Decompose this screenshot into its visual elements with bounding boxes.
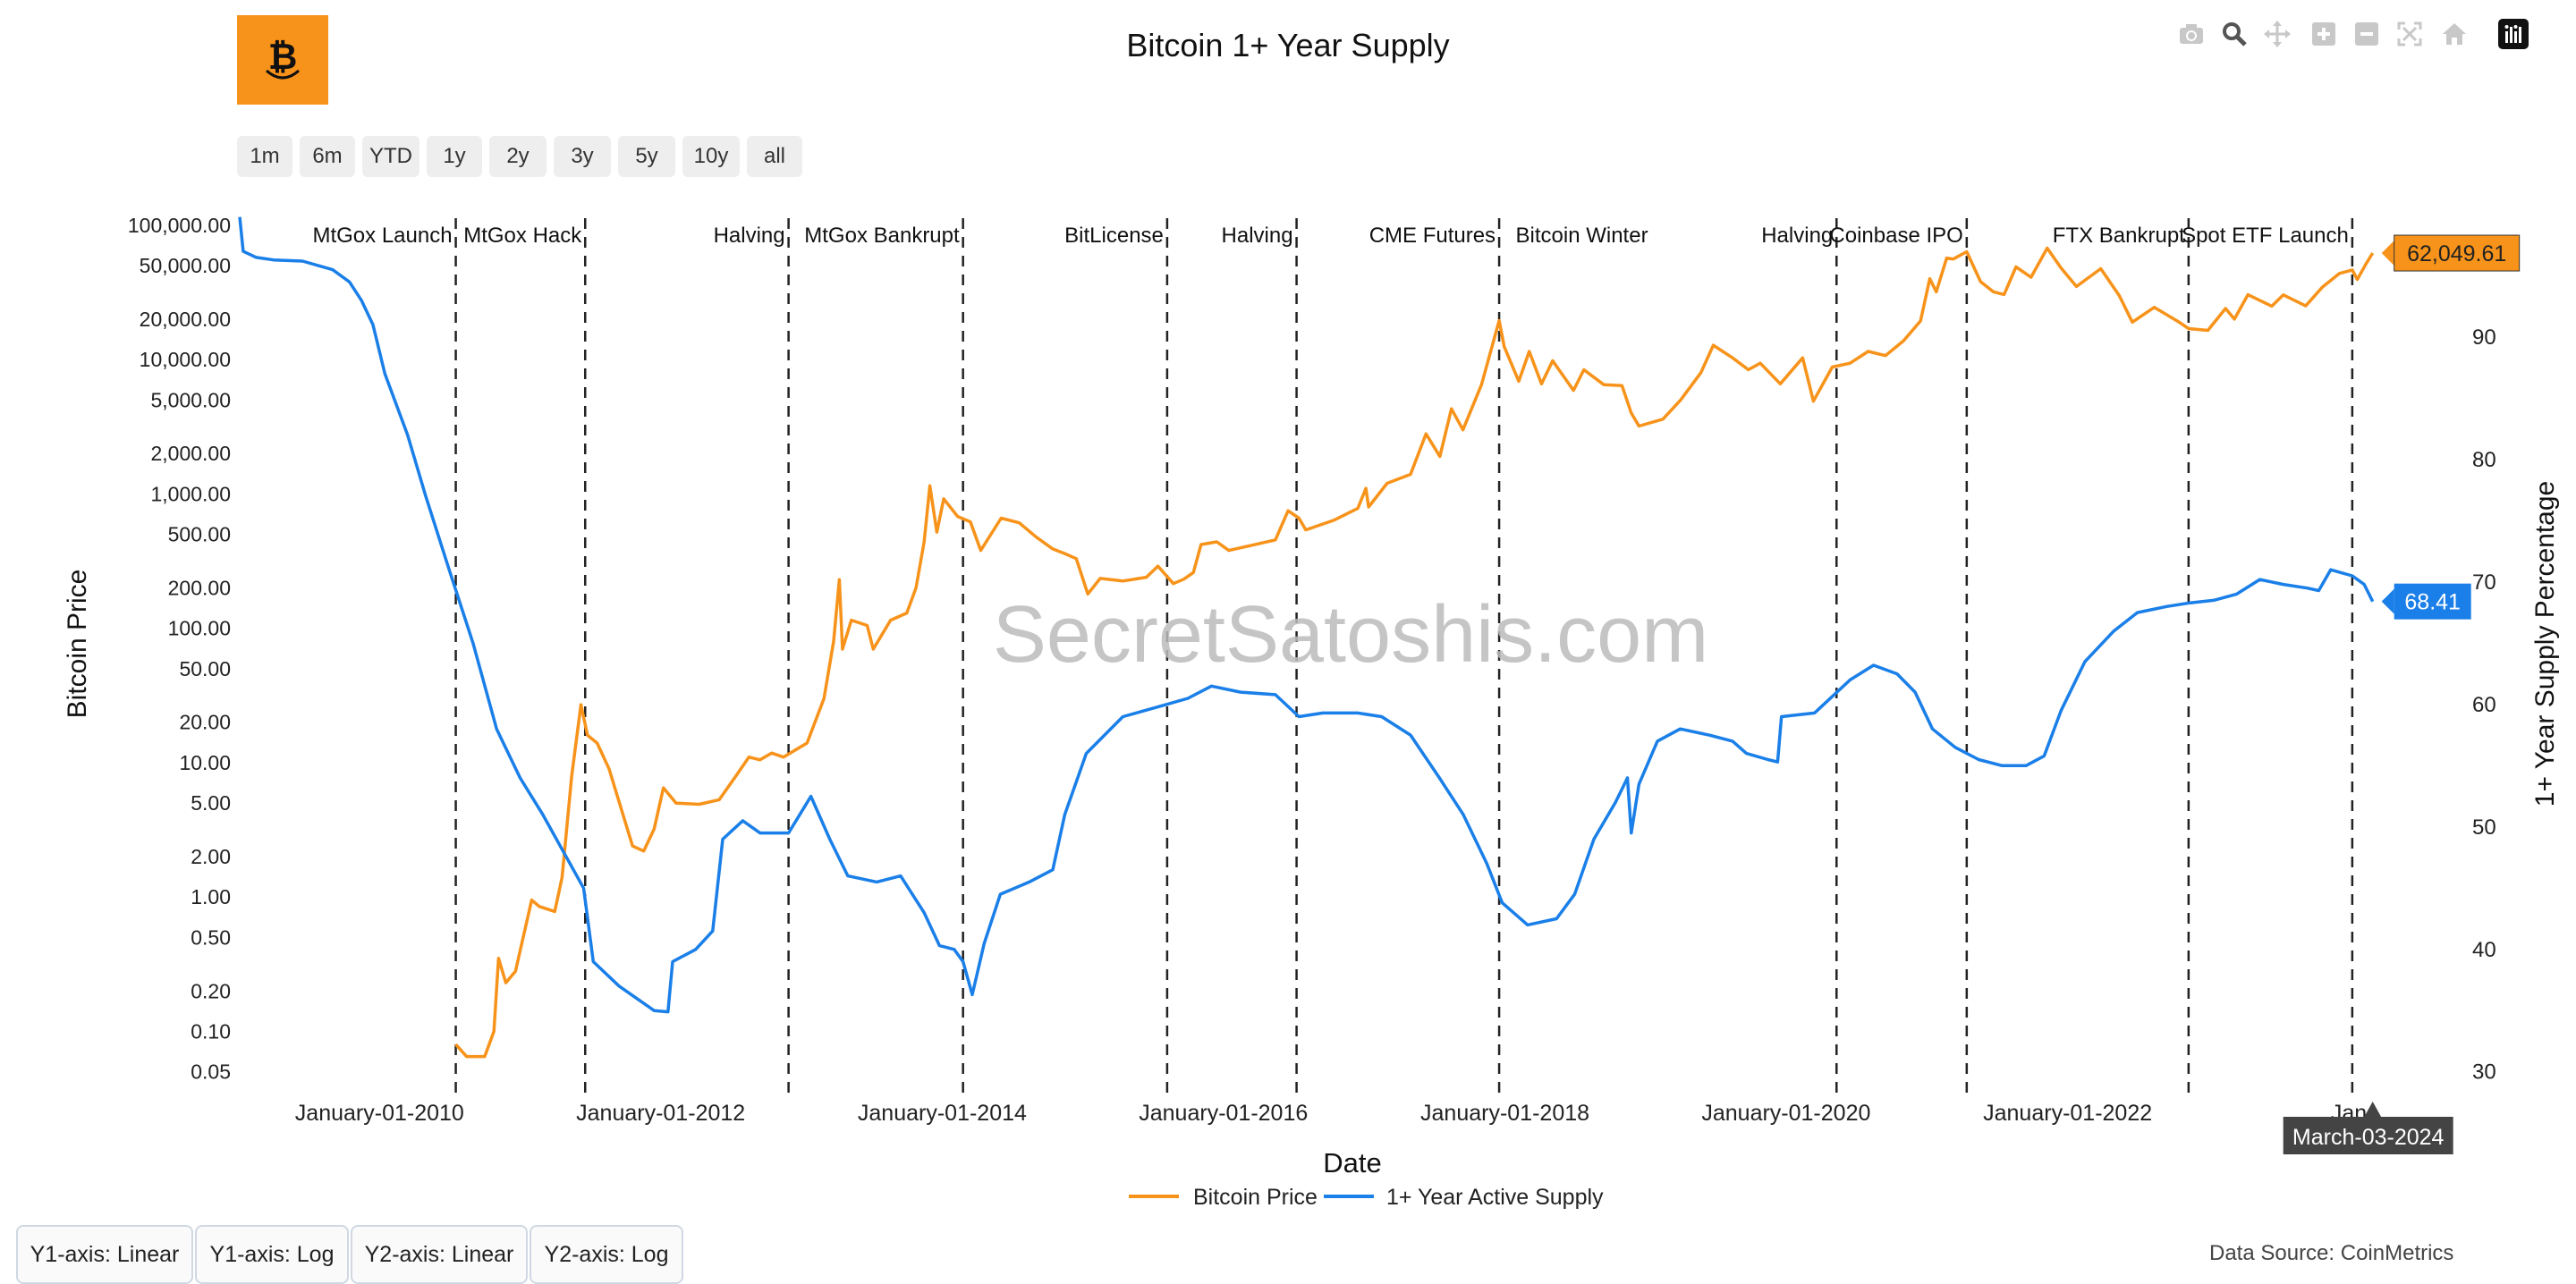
price-hover-pointer	[2381, 241, 2394, 266]
y-tick-label: 5.00	[191, 791, 231, 815]
zoom-out-icon[interactable]	[2349, 16, 2385, 52]
y-tick-label: 1.00	[191, 885, 231, 908]
y2-log-button[interactable]: Y2-axis: Log	[530, 1225, 683, 1284]
y-axis-ticks: 0.05 0.10 0.20 0.50 1.00 2.00 5.00 10.00 20.00 50…	[128, 214, 231, 1084]
y-tick-label: 200.00	[168, 576, 231, 599]
y-tick-label: 20.00	[179, 711, 231, 734]
range-button-5y[interactable]: 5y	[618, 136, 675, 177]
supply-hover-label: 68.41	[2404, 590, 2461, 615]
y-tick-label: 10,000.00	[140, 348, 231, 371]
x-axis-ticks: January-01-2010 January-01-2012 January-01…	[295, 1101, 2367, 1126]
event-label: Halving	[1761, 224, 1833, 248]
event-label: Halving	[1222, 224, 1293, 248]
pan-icon[interactable]	[2259, 16, 2295, 52]
range-button-3y[interactable]: 3y	[554, 136, 611, 177]
y-tick-label: 0.05	[191, 1060, 231, 1084]
y1-linear-button[interactable]: Y1-axis: Linear	[16, 1225, 193, 1284]
date-hover-pointer	[2363, 1102, 2382, 1118]
range-button-2y[interactable]: 2y	[489, 136, 547, 177]
y-tick-label: 20,000.00	[140, 308, 231, 331]
y-tick-label: 0.10	[191, 1019, 231, 1043]
region-label: Bitcoin Winter	[1516, 224, 1648, 248]
supply-line	[238, 216, 2375, 1014]
event-label: MtGox Launch	[312, 224, 452, 248]
y-tick-label: 100.00	[168, 617, 231, 640]
bitcoin-price-line	[454, 246, 2375, 1059]
range-button-ytd[interactable]: YTD	[362, 136, 419, 177]
event-label: BitLicense	[1064, 224, 1164, 248]
y-tick-label: 1,000.00	[150, 482, 231, 505]
x-tick-label: January-01-2014	[858, 1101, 1027, 1126]
x-tick-label: January-01-2022	[1983, 1101, 2152, 1126]
event-label: CME Futures	[1369, 224, 1496, 248]
range-button-1y[interactable]: 1y	[427, 136, 482, 177]
date-hover-label: March-03-2024	[2292, 1125, 2445, 1150]
y-tick-label: 50,000.00	[140, 254, 231, 277]
data-source: Data Source: CoinMetrics	[2209, 1241, 2454, 1265]
event-label: Coinbase IPO	[1829, 224, 1962, 248]
y-tick-label: 500.00	[168, 523, 231, 546]
y2-tick-label: 30	[2472, 1060, 2496, 1085]
range-button-6m[interactable]: 6m	[300, 136, 355, 177]
y2-axis-title: 1+ Year Supply Percentage	[2530, 481, 2560, 807]
y-axis-title: Bitcoin Price	[63, 570, 92, 719]
y2-tick-label: 90	[2472, 325, 2496, 350]
range-button-10y[interactable]: 10y	[682, 136, 740, 177]
range-button-1m[interactable]: 1m	[237, 136, 292, 177]
y-tick-label: 5,000.00	[150, 388, 231, 411]
x-tick-label: January-01-2016	[1139, 1101, 1308, 1126]
x-tick-label: January-01-2010	[295, 1101, 464, 1126]
y2-axis-ticks: 30 40 50 60 70 80 90	[2472, 325, 2496, 1085]
home-icon[interactable]	[2436, 16, 2472, 52]
x-tick-label: January-01-2012	[576, 1101, 745, 1126]
zoom-in-icon[interactable]	[2306, 16, 2342, 52]
bitcoin-logo-icon: ₿	[266, 37, 300, 80]
event-label: MtGox Hack	[463, 224, 582, 248]
y2-tick-label: 50	[2472, 815, 2496, 840]
date-hover-box	[2283, 1117, 2453, 1154]
supply-hover-pointer	[2381, 588, 2394, 614]
price-hover-label: 62,049.61	[2407, 241, 2506, 266]
x-tick-label: January-01-2018	[1420, 1101, 1589, 1126]
y-tick-label: 10.00	[179, 751, 231, 774]
y1-log-button[interactable]: Y1-axis: Log	[195, 1225, 349, 1284]
y-tick-label: 100,000.00	[128, 214, 231, 237]
y-tick-label: 2,000.00	[150, 442, 231, 465]
y-tick-label: 2.00	[191, 845, 231, 868]
legend[interactable]: Bitcoin Price 1+ Year Active Supply	[1129, 1185, 1604, 1210]
series-lines	[238, 216, 2375, 1059]
x-axis-title: Date	[1323, 1147, 1381, 1178]
y-tick-label: 0.50	[191, 925, 231, 949]
y2-tick-label: 40	[2472, 938, 2496, 962]
camera-icon[interactable]	[2174, 16, 2209, 52]
logo: ₿	[237, 15, 328, 105]
y-tick-label: 50.00	[179, 657, 231, 680]
event-label: Spot ETF Launch	[2182, 224, 2349, 248]
hover-labels: 62,049.61 68.41 March-03-2024	[2283, 234, 2521, 1154]
event-label: FTX Bankrupt	[2053, 224, 2185, 248]
range-button-all[interactable]: all	[747, 136, 802, 177]
plotly-logo-icon[interactable]	[2496, 16, 2531, 52]
legend-price-label[interactable]: Bitcoin Price	[1193, 1185, 1318, 1210]
event-markers: MtGox Launch MtGox Hack Halving MtGox Bankr…	[312, 218, 2354, 1093]
y2-tick-label: 60	[2472, 693, 2496, 717]
zoom-icon[interactable]	[2216, 16, 2252, 52]
y-tick-label: 0.20	[191, 979, 231, 1002]
y2-tick-label: 80	[2472, 448, 2496, 472]
chart-title: Bitcoin 1+ Year Supply	[1126, 27, 1450, 63]
autoscale-icon[interactable]	[2392, 16, 2428, 52]
event-label: MtGox Bankrupt	[804, 224, 960, 248]
y2-tick-label: 70	[2472, 570, 2496, 595]
watermark: SecretSatoshis.com	[993, 590, 1708, 680]
y2-linear-button[interactable]: Y2-axis: Linear	[351, 1225, 528, 1284]
x-tick-label: January-01-2020	[1701, 1101, 1870, 1126]
supply-hover-box	[2394, 583, 2471, 620]
price-hover-box	[2394, 234, 2521, 272]
legend-supply-label[interactable]: 1+ Year Active Supply	[1386, 1185, 1604, 1210]
logo-symbol: ₿	[268, 37, 298, 78]
event-label: Halving	[714, 224, 785, 248]
